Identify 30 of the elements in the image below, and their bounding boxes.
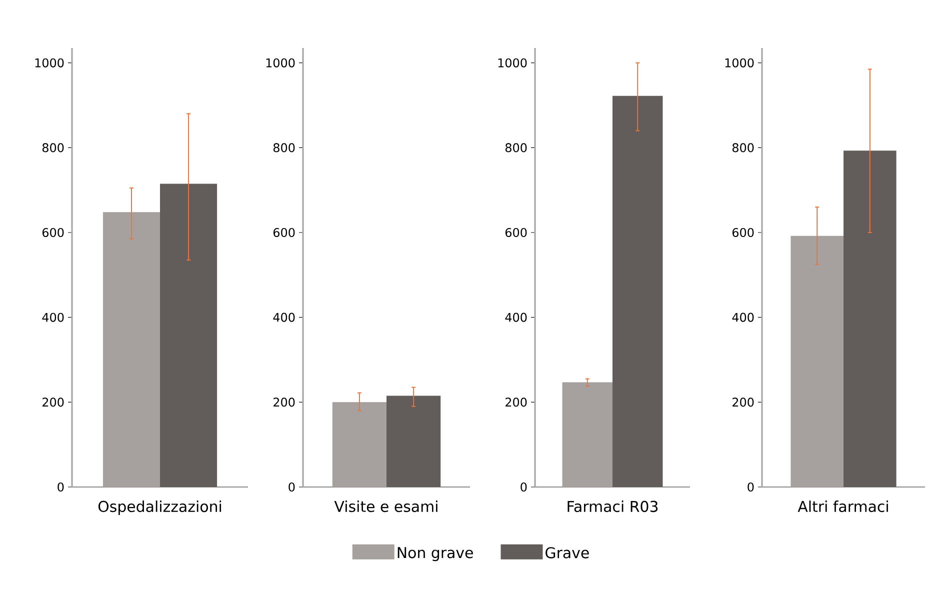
y-tick-label: 600 — [732, 228, 754, 238]
y-tick-label: 800 — [42, 143, 64, 152]
y-tick-label: 200 — [274, 398, 295, 407]
y-tick-label: 1000 — [35, 58, 64, 68]
y-tick-label: 400 — [273, 312, 295, 322]
legend-label: Non grave — [398, 547, 473, 562]
x-tick-label: Farmaci R03 — [568, 500, 658, 512]
x-tick-label: Altri farmaci — [798, 500, 888, 512]
y-tick-label: 800 — [505, 143, 527, 152]
y-tick-label: 0 — [748, 482, 754, 492]
y-tick-label: 200 — [42, 398, 64, 407]
y-tick-label: 200 — [732, 398, 754, 407]
legend-label: Grave — [546, 547, 589, 558]
y-tick-label: 600 — [273, 228, 295, 238]
y-tick-label: 0 — [58, 482, 64, 492]
y-tick-label: 1000 — [498, 58, 527, 68]
y-tick-label: 1000 — [266, 58, 295, 68]
y-tick-label: 0 — [288, 482, 295, 492]
y-tick-label: 400 — [732, 312, 754, 322]
y-tick-label: 0 — [520, 482, 527, 492]
y-tick-label: 800 — [732, 143, 754, 152]
y-tick-label: 600 — [505, 228, 527, 238]
y-tick-label: 800 — [273, 143, 295, 152]
y-tick-label: 600 — [42, 228, 64, 238]
y-tick-label: 1000 — [725, 58, 754, 68]
y-tick-label: 200 — [506, 398, 527, 407]
x-tick-label: Visite e esami — [334, 500, 438, 512]
y-tick-label: 400 — [505, 312, 527, 322]
x-tick-label: Ospedalizzazioni — [98, 500, 222, 515]
y-tick-label: 400 — [42, 312, 64, 322]
